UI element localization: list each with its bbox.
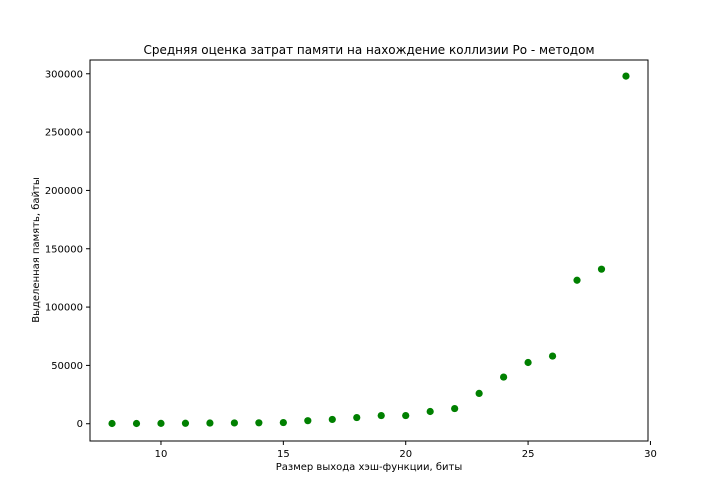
y-tick-label: 200000 [45, 186, 83, 197]
data-point [622, 72, 630, 80]
data-point [328, 415, 336, 424]
y-tick-label: 50000 [51, 361, 83, 372]
data-point [108, 419, 116, 428]
x-tick-label: 25 [522, 449, 535, 460]
data-point [451, 404, 459, 413]
y-tick-label: 300000 [45, 69, 83, 80]
x-tick-label: 20 [399, 449, 412, 460]
data-point [402, 411, 410, 420]
data-point [500, 373, 508, 381]
data-point [157, 419, 165, 427]
data-point [353, 413, 361, 422]
data-point [206, 419, 214, 427]
y-tick-label: 100000 [45, 303, 83, 314]
data-point [524, 358, 532, 367]
x-axis-label: Размер выхода хэш-функции, биты [276, 462, 463, 473]
x-tick-label: 30 [644, 449, 657, 460]
data-point [132, 419, 141, 428]
x-axis: 10 15 20 25 30 [155, 441, 657, 460]
data-point [548, 352, 557, 360]
chart-title: Средняя оценка затрат памяти на нахожден… [143, 43, 594, 57]
data-point [230, 419, 238, 427]
x-tick-label: 10 [155, 449, 168, 460]
data-point [573, 276, 581, 284]
y-tick-label: 0 [77, 419, 83, 430]
data-points [108, 72, 630, 428]
x-tick-label: 15 [277, 449, 290, 460]
data-point [181, 419, 190, 427]
y-axis-label: Выделенная память, байты [31, 177, 42, 323]
data-point [279, 418, 287, 427]
data-point [377, 411, 385, 420]
y-tick-label: 250000 [45, 128, 83, 139]
y-axis: 0 50000 100000 150000 200000 250000 300000 [45, 69, 90, 430]
data-point [304, 417, 312, 425]
plot-area-frame [89, 59, 649, 442]
data-point [426, 407, 434, 416]
data-point [475, 389, 483, 398]
data-point [255, 419, 263, 427]
y-tick-label: 150000 [45, 244, 83, 255]
data-point [597, 265, 606, 273]
